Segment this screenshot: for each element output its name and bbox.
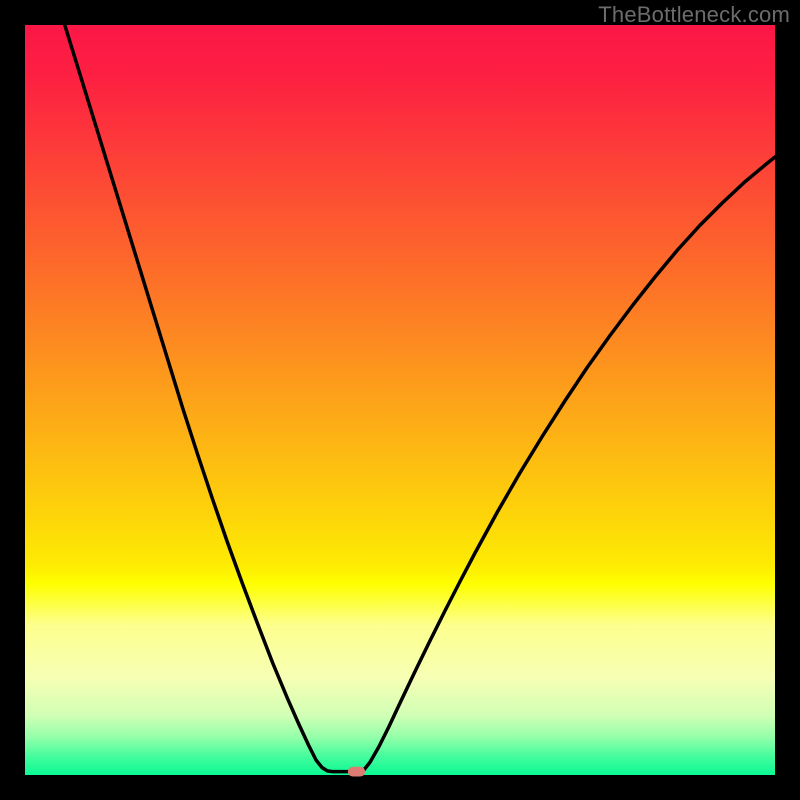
watermark-text: TheBottleneck.com (598, 2, 790, 28)
plot-background (25, 25, 775, 775)
optimal-marker (348, 767, 365, 777)
bottleneck-chart (0, 0, 800, 800)
chart-frame: TheBottleneck.com (0, 0, 800, 800)
